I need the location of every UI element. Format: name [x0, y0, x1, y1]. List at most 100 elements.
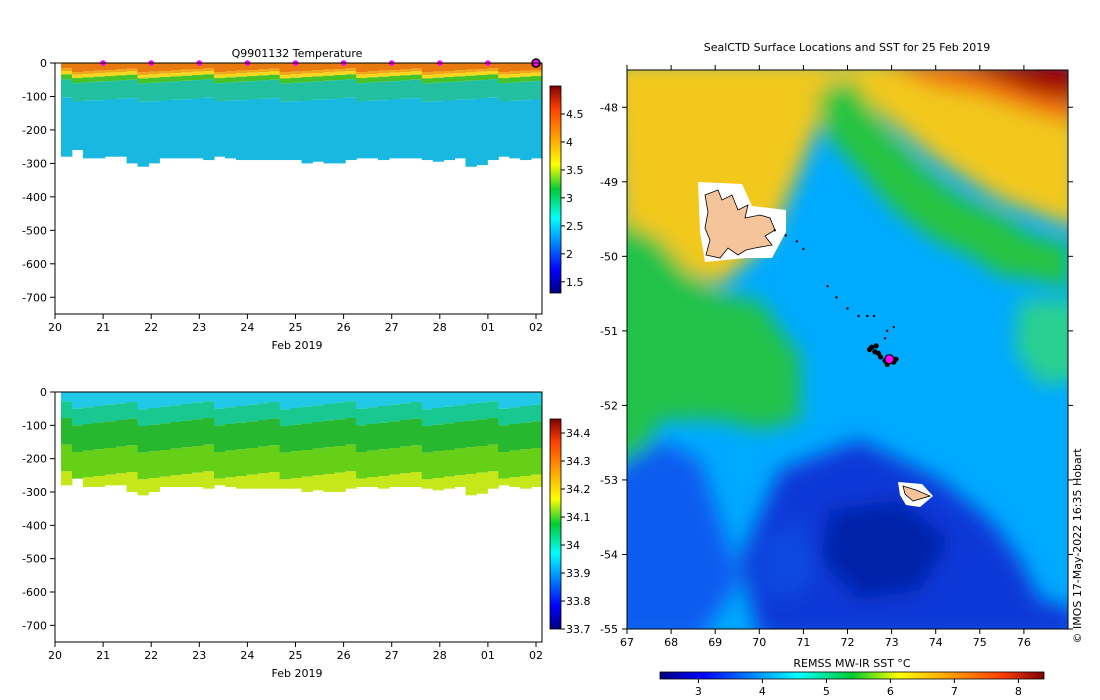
- salinity-profile-cell: [312, 475, 324, 491]
- salinity-profile-cell: [345, 471, 357, 489]
- salinity-profile-cell: [170, 448, 182, 476]
- temperature-profile-cell: [148, 63, 160, 72]
- salinity-x-axis: 20 21 22 23 24 25 26 27 28 01 02: [48, 642, 543, 662]
- temperature-profile-cell: [235, 63, 248, 71]
- temperature-profile-cell: [301, 82, 313, 101]
- temperature-profile-cell: [345, 68, 357, 72]
- sst-colorbar-tick-label: 5: [823, 685, 830, 698]
- salinity-profile-cell: [531, 448, 543, 475]
- sst-colorbar-tick-label: 7: [951, 685, 958, 698]
- temperature-profile-cell: [487, 71, 499, 75]
- map-x-tick-label: 76: [1017, 636, 1031, 649]
- temperature-profile-cell: [137, 75, 149, 79]
- salinity-profile-cell: [93, 476, 106, 487]
- salinity-profile-cell: [421, 392, 434, 410]
- salinity-profile-cell: [192, 446, 204, 473]
- map-x-tick-label: 75: [973, 636, 987, 649]
- temperature-profile-cell: [345, 79, 357, 98]
- colorbar-tick-label: 34.1: [566, 511, 591, 524]
- salinity-profile-cell: [214, 392, 226, 409]
- salinity-profile-cell: [410, 418, 423, 446]
- temperature-profile-cell: [378, 100, 390, 161]
- y-tick-label: -100: [22, 419, 47, 432]
- salinity-profile-cell: [487, 444, 499, 472]
- salinity-axes-frame: [54, 391, 543, 643]
- salinity-profile-cell: [334, 392, 346, 403]
- temperature-profile-cell: [334, 63, 346, 70]
- temperature-profile-cell: [509, 82, 521, 101]
- salinity-profile-cell: [367, 424, 379, 451]
- colorbar-tick-label: 1.5: [566, 276, 584, 289]
- temperature-profile-cell: [224, 74, 237, 78]
- salinity-profile-cell: [224, 450, 237, 478]
- salinity-profile-cell: [454, 392, 466, 406]
- salinity-profile-cell: [498, 408, 510, 426]
- salinity-profile-cell: [531, 474, 543, 487]
- salinity-profile-cell: [268, 402, 281, 419]
- salinity-profile-cell: [257, 473, 270, 489]
- map-y-tick-label: -52: [600, 399, 618, 412]
- temperature-profile-cell: [257, 63, 270, 70]
- salinity-profile-cell: [235, 406, 248, 423]
- temperature-profile-cell: [71, 78, 84, 84]
- heard-island: [898, 482, 933, 507]
- temperature-profile-cell: [378, 76, 390, 82]
- salinity-profile-cell: [334, 402, 346, 420]
- temperature-profile-cell: [181, 75, 193, 81]
- salinity-profile-cell: [443, 476, 456, 489]
- salinity-profile-cell: [487, 392, 499, 402]
- temperature-profile-cell: [465, 99, 477, 167]
- temperature-title: Q9901132 Temperature: [232, 47, 363, 60]
- temperature-profile-cell: [454, 99, 466, 159]
- salinity-profile-cell: [454, 448, 466, 476]
- salinity-profile-cell: [432, 451, 445, 478]
- salinity-profile-cell: [224, 407, 237, 424]
- temperature-profile-cell: [93, 63, 106, 71]
- colorbar-tick-label: 33.7: [566, 623, 591, 636]
- salinity-y-axis: 0 -100 -200 -300 -400 -500 -600 -700: [22, 386, 55, 632]
- map-y-tick-label: -51: [600, 325, 618, 338]
- temperature-profile-cell: [104, 76, 117, 82]
- salinity-profile-cell: [214, 452, 226, 479]
- temperature-profile-cell: [224, 63, 237, 72]
- temperature-profile-cell: [104, 99, 117, 157]
- salinity-profile-cell: [93, 422, 106, 450]
- temperature-profile-cell: [509, 74, 521, 78]
- temperature-profile-cell: [443, 63, 456, 72]
- temperature-profile-cell: [268, 71, 281, 75]
- temperature-profile-cell: [268, 63, 281, 69]
- salinity-profile-cell: [257, 446, 270, 474]
- map-x-tick-label: 74: [929, 636, 943, 649]
- x-tick-label: 21: [96, 321, 110, 334]
- temperature-profile-cell: [181, 72, 193, 76]
- y-tick-label: -300: [22, 157, 47, 170]
- salinity-profile-cell: [410, 445, 423, 472]
- track-point: [866, 314, 869, 318]
- salinity-profile-cell: [432, 408, 445, 425]
- salinity-profile-cell: [126, 445, 139, 472]
- salinity-profile-cell: [159, 392, 171, 407]
- salinity-profile-cell: [203, 401, 215, 418]
- salinity-profile-cell: [301, 406, 313, 424]
- temperature-profile-cell: [279, 63, 292, 73]
- temperature-profile-cell: [224, 100, 237, 159]
- salinity-profile-cell: [312, 422, 324, 449]
- salinity-profile-cell: [454, 405, 466, 422]
- salinity-profile-cell: [279, 426, 292, 453]
- temperature-profile-cell: [181, 80, 193, 100]
- colorbar-tick-label: 2: [566, 248, 573, 261]
- sst-map-panel: SealCTD Surface Locations and SST for 25…: [600, 41, 1084, 698]
- colorbar-tick-label: 34.2: [566, 483, 591, 496]
- salinity-profile-cell: [104, 448, 117, 475]
- temperature-profile-cell: [235, 76, 248, 82]
- temperature-profile-cell: [378, 73, 390, 77]
- temperature-profile-cell: [93, 73, 106, 77]
- salinity-profile-cell: [279, 452, 292, 480]
- temperature-profile-cell: [290, 74, 302, 78]
- salinity-profile-cell: [388, 421, 401, 448]
- salinity-profile-cell: [399, 420, 412, 447]
- salinity-profile-cell: [246, 421, 259, 448]
- salinity-profile-cell: [159, 423, 171, 450]
- temperature-profile-cell: [268, 79, 281, 99]
- temperature-profile-cell: [356, 63, 368, 73]
